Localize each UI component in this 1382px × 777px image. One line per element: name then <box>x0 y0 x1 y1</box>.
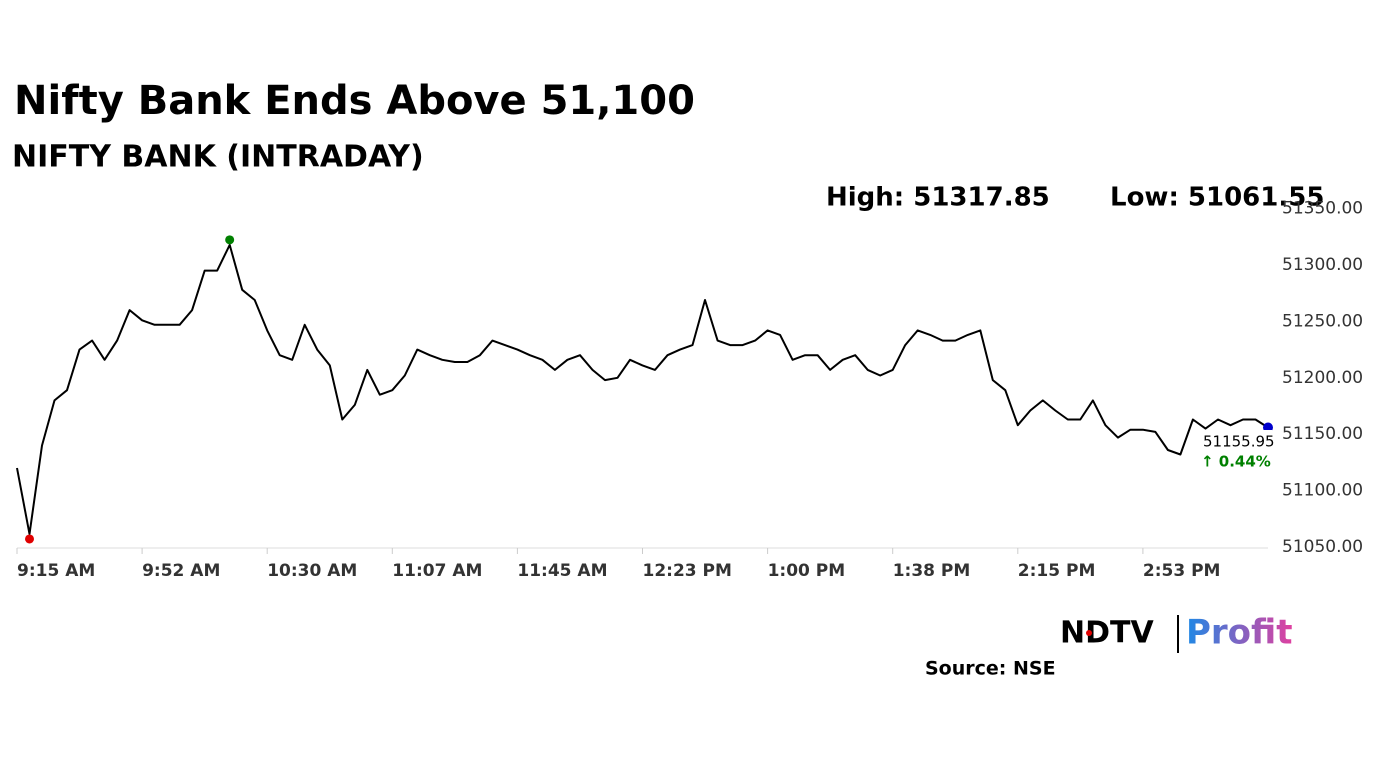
y-tick-label: 51350.00 <box>1282 199 1363 219</box>
chart-title: Nifty Bank Ends Above 51,100 <box>14 78 695 124</box>
y-tick-label: 51300.00 <box>1282 255 1363 275</box>
x-tick-label: 2:15 PM <box>1018 561 1096 581</box>
source: Source: NSE <box>925 658 1056 680</box>
x-tick-label: 9:52 AM <box>142 561 220 581</box>
last-box <box>1200 430 1272 472</box>
last-value-label: 51155.95 <box>1203 433 1275 451</box>
x-tick-label: 9:15 AM <box>17 561 95 581</box>
y-tick-label: 51150.00 <box>1282 424 1363 444</box>
change-label: ↑ 0.44% <box>1201 453 1271 471</box>
last-dot <box>1263 422 1273 433</box>
low-label: Low: 51061.55 <box>1110 183 1324 213</box>
x-tick-label: 10:30 AM <box>267 561 357 581</box>
logo-sub: Profit <box>1186 613 1293 653</box>
y-tick-label: 51250.00 <box>1282 311 1363 331</box>
high-label: High: 51317.85 <box>826 183 1050 213</box>
logo: NDTV <box>1060 616 1154 651</box>
x-tick-label: 2:53 PM <box>1143 561 1221 581</box>
low-dot <box>25 534 35 544</box>
x-tick-label: 1:38 PM <box>893 561 971 581</box>
chart-subtitle: NIFTY BANK (INTRADAY) <box>12 140 424 175</box>
logo-dot <box>1086 630 1092 636</box>
high-dot <box>225 235 235 245</box>
y-tick-label: 51050.00 <box>1282 537 1363 557</box>
x-tick-label: 1:00 PM <box>768 561 846 581</box>
y-tick-label: 51200.00 <box>1282 368 1363 388</box>
price-line <box>16 243 1269 535</box>
x-tick-label: 11:45 AM <box>517 561 607 581</box>
x-tick-label: 11:07 AM <box>392 561 482 581</box>
x-tick-label: 12:23 PM <box>643 561 732 581</box>
y-tick-label: 51100.00 <box>1282 481 1363 501</box>
